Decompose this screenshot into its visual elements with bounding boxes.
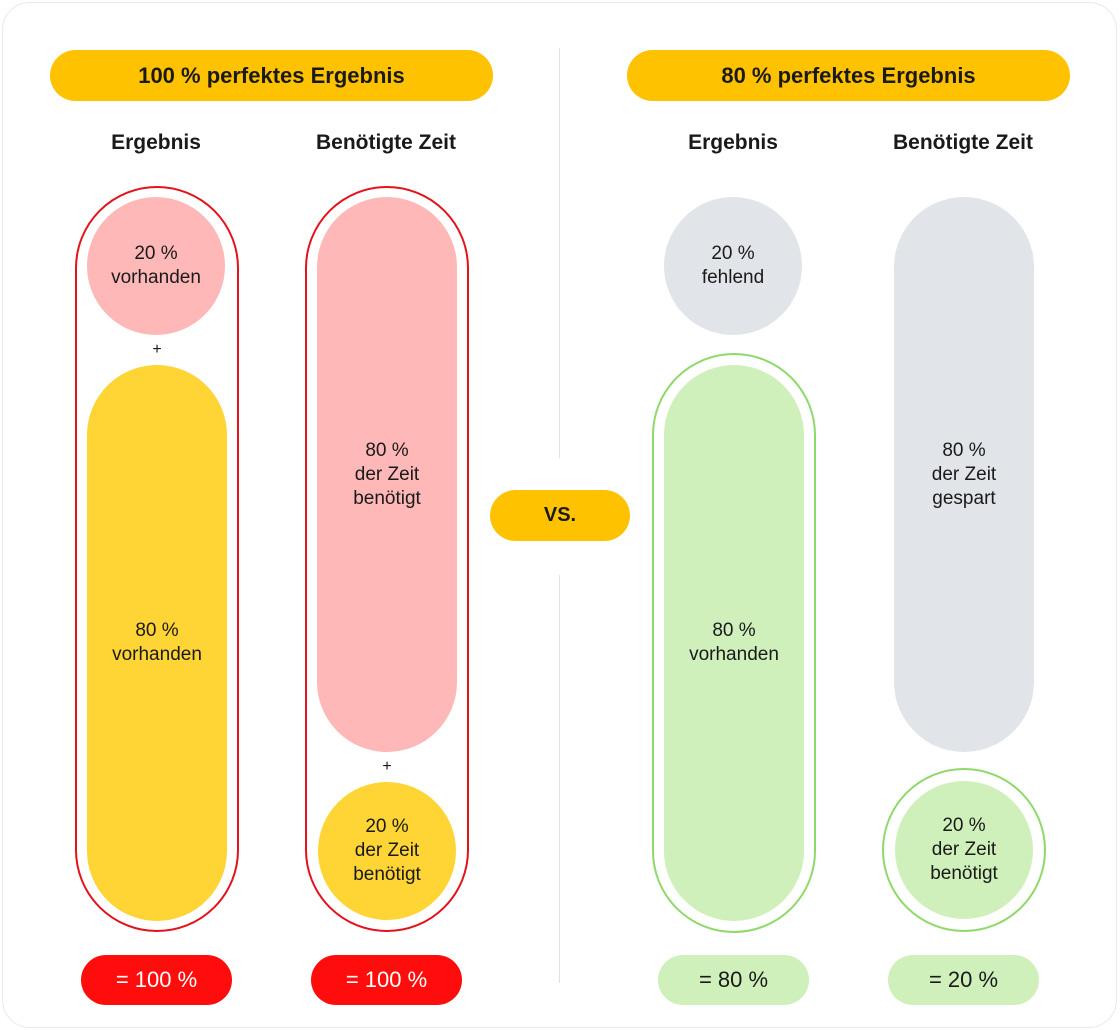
right-result-bottom-value: 80 %	[712, 620, 756, 641]
right-time-sum-badge: = 20 %	[888, 955, 1039, 1005]
left-header-pill: 100 % perfektes Ergebnis	[50, 50, 493, 101]
left-result-outline	[75, 186, 239, 932]
left-result-bottom-value: 80 %	[135, 620, 179, 641]
left-time-bottom-label-2: benötigt	[353, 864, 421, 885]
right-time-bottom-value: 20 %	[942, 815, 986, 836]
right-time-needed-20-circle: 20 % der Zeit benötigt	[895, 781, 1033, 919]
center-divider-top	[559, 48, 560, 458]
left-result-sum-badge: = 100 %	[81, 955, 232, 1005]
left-time-column-title: Benötigte Zeit	[316, 131, 456, 154]
left-time-bottom-value: 20 %	[365, 816, 409, 837]
right-time-outline	[882, 768, 1046, 932]
right-result-existing-80-pill: 80 % vorhanden	[664, 365, 804, 921]
right-result-column-title: Ergebnis	[688, 131, 778, 154]
right-result-sum-badge: = 80 %	[658, 955, 809, 1005]
left-result-plus: +	[152, 341, 162, 358]
left-result-existing-80-pill: 80 % vorhanden	[87, 365, 227, 921]
right-time-bottom-label-2: benötigt	[930, 863, 998, 884]
left-time-top-label: der Zeit	[354, 463, 420, 485]
left-time-top-label-2: benötigt	[353, 487, 421, 509]
left-result-column-title: Ergebnis	[111, 131, 201, 154]
center-divider-bottom	[559, 575, 560, 983]
left-result-top-value: 20 %	[134, 243, 178, 264]
right-result-missing-20-circle: 20 % fehlend	[664, 197, 802, 335]
left-time-needed-80-pill: 80 % der Zeit benötigt	[317, 197, 457, 752]
right-time-top-value: 80 %	[942, 439, 986, 461]
right-result-top-label: fehlend	[701, 267, 765, 288]
vs-badge: VS.	[490, 490, 630, 541]
left-result-top-label: vorhanden	[111, 267, 201, 288]
right-time-top-label-2: gespart	[932, 487, 996, 509]
left-result-existing-20-circle: 20 % vorhanden	[87, 197, 225, 335]
left-time-sum-badge: = 100 %	[311, 955, 462, 1005]
left-time-outline	[305, 186, 469, 932]
left-time-needed-20-circle: 20 % der Zeit benötigt	[318, 782, 456, 920]
right-result-top-value: 20 %	[711, 243, 755, 264]
right-time-column-title: Benötigte Zeit	[893, 131, 1033, 154]
left-time-bottom-label: der Zeit	[354, 840, 420, 861]
right-header-label: 80 % perfektes Ergebnis	[721, 62, 976, 88]
left-time-plus: +	[382, 758, 392, 775]
right-header-pill: 80 % perfektes Ergebnis	[627, 50, 1070, 101]
right-time-saved-80-pill: 80 % der Zeit gespart	[894, 197, 1034, 752]
right-time-top-label: der Zeit	[931, 463, 997, 485]
left-header-label: 100 % perfektes Ergebnis	[138, 62, 405, 88]
left-time-top-value: 80 %	[365, 439, 409, 461]
left-result-bottom-label: vorhanden	[112, 644, 202, 665]
right-time-bottom-label: der Zeit	[931, 839, 997, 860]
right-result-outline	[652, 353, 816, 933]
right-result-bottom-label: vorhanden	[689, 644, 779, 665]
